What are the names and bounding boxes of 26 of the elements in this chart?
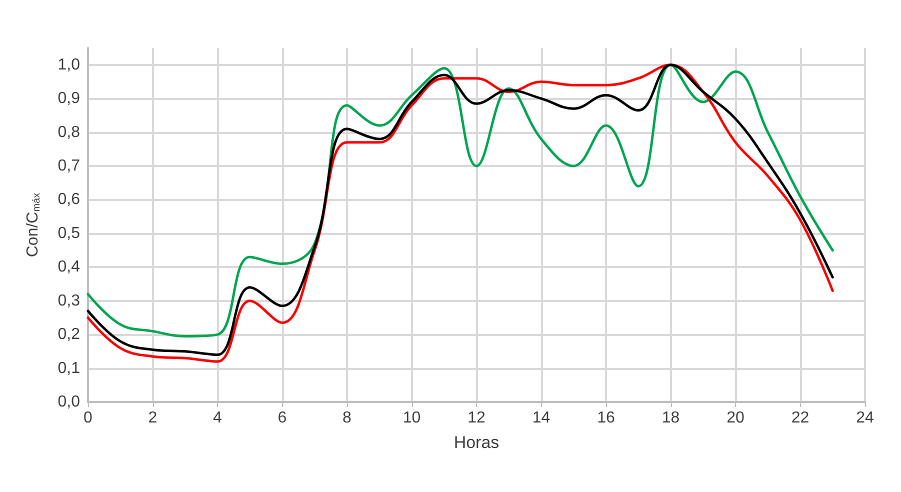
x-tick-label: 14 — [532, 410, 550, 426]
y-tick-label: 0,7 — [58, 158, 80, 174]
x-tick-label: 4 — [213, 410, 222, 426]
x-tick-label: 8 — [342, 410, 352, 426]
x-tick-label: 18 — [662, 410, 680, 426]
y-tick-label: 0,6 — [58, 191, 80, 208]
x-tick-label: 16 — [597, 410, 615, 426]
y-axis-title: Con/Cmáx — [24, 192, 42, 258]
y-tick-label: 0,1 — [58, 360, 80, 377]
y-tick-label: 0,2 — [58, 326, 80, 344]
x-tick-label: 22 — [791, 410, 810, 426]
x-tick-label: 0 — [84, 410, 93, 426]
x-axis-title: Horas — [454, 433, 500, 452]
x-tick-label: 12 — [468, 410, 486, 426]
y-tick-label: 0,9 — [58, 90, 80, 108]
x-tick-label: 2 — [148, 410, 158, 426]
x-tick-label: 24 — [856, 410, 874, 426]
x-tick-label: 6 — [278, 410, 287, 426]
y-tick-label: 0,0 — [58, 394, 80, 410]
y-tick-label: 1,0 — [58, 56, 80, 74]
y-tick-label: 0,3 — [58, 292, 80, 310]
x-tick-label: 20 — [726, 410, 744, 426]
y-tick-label: 0,8 — [58, 124, 80, 141]
x-tick-label: 10 — [402, 410, 421, 426]
y-tick-label: 0,4 — [58, 258, 80, 276]
y-tick-label: 0,5 — [58, 224, 80, 242]
